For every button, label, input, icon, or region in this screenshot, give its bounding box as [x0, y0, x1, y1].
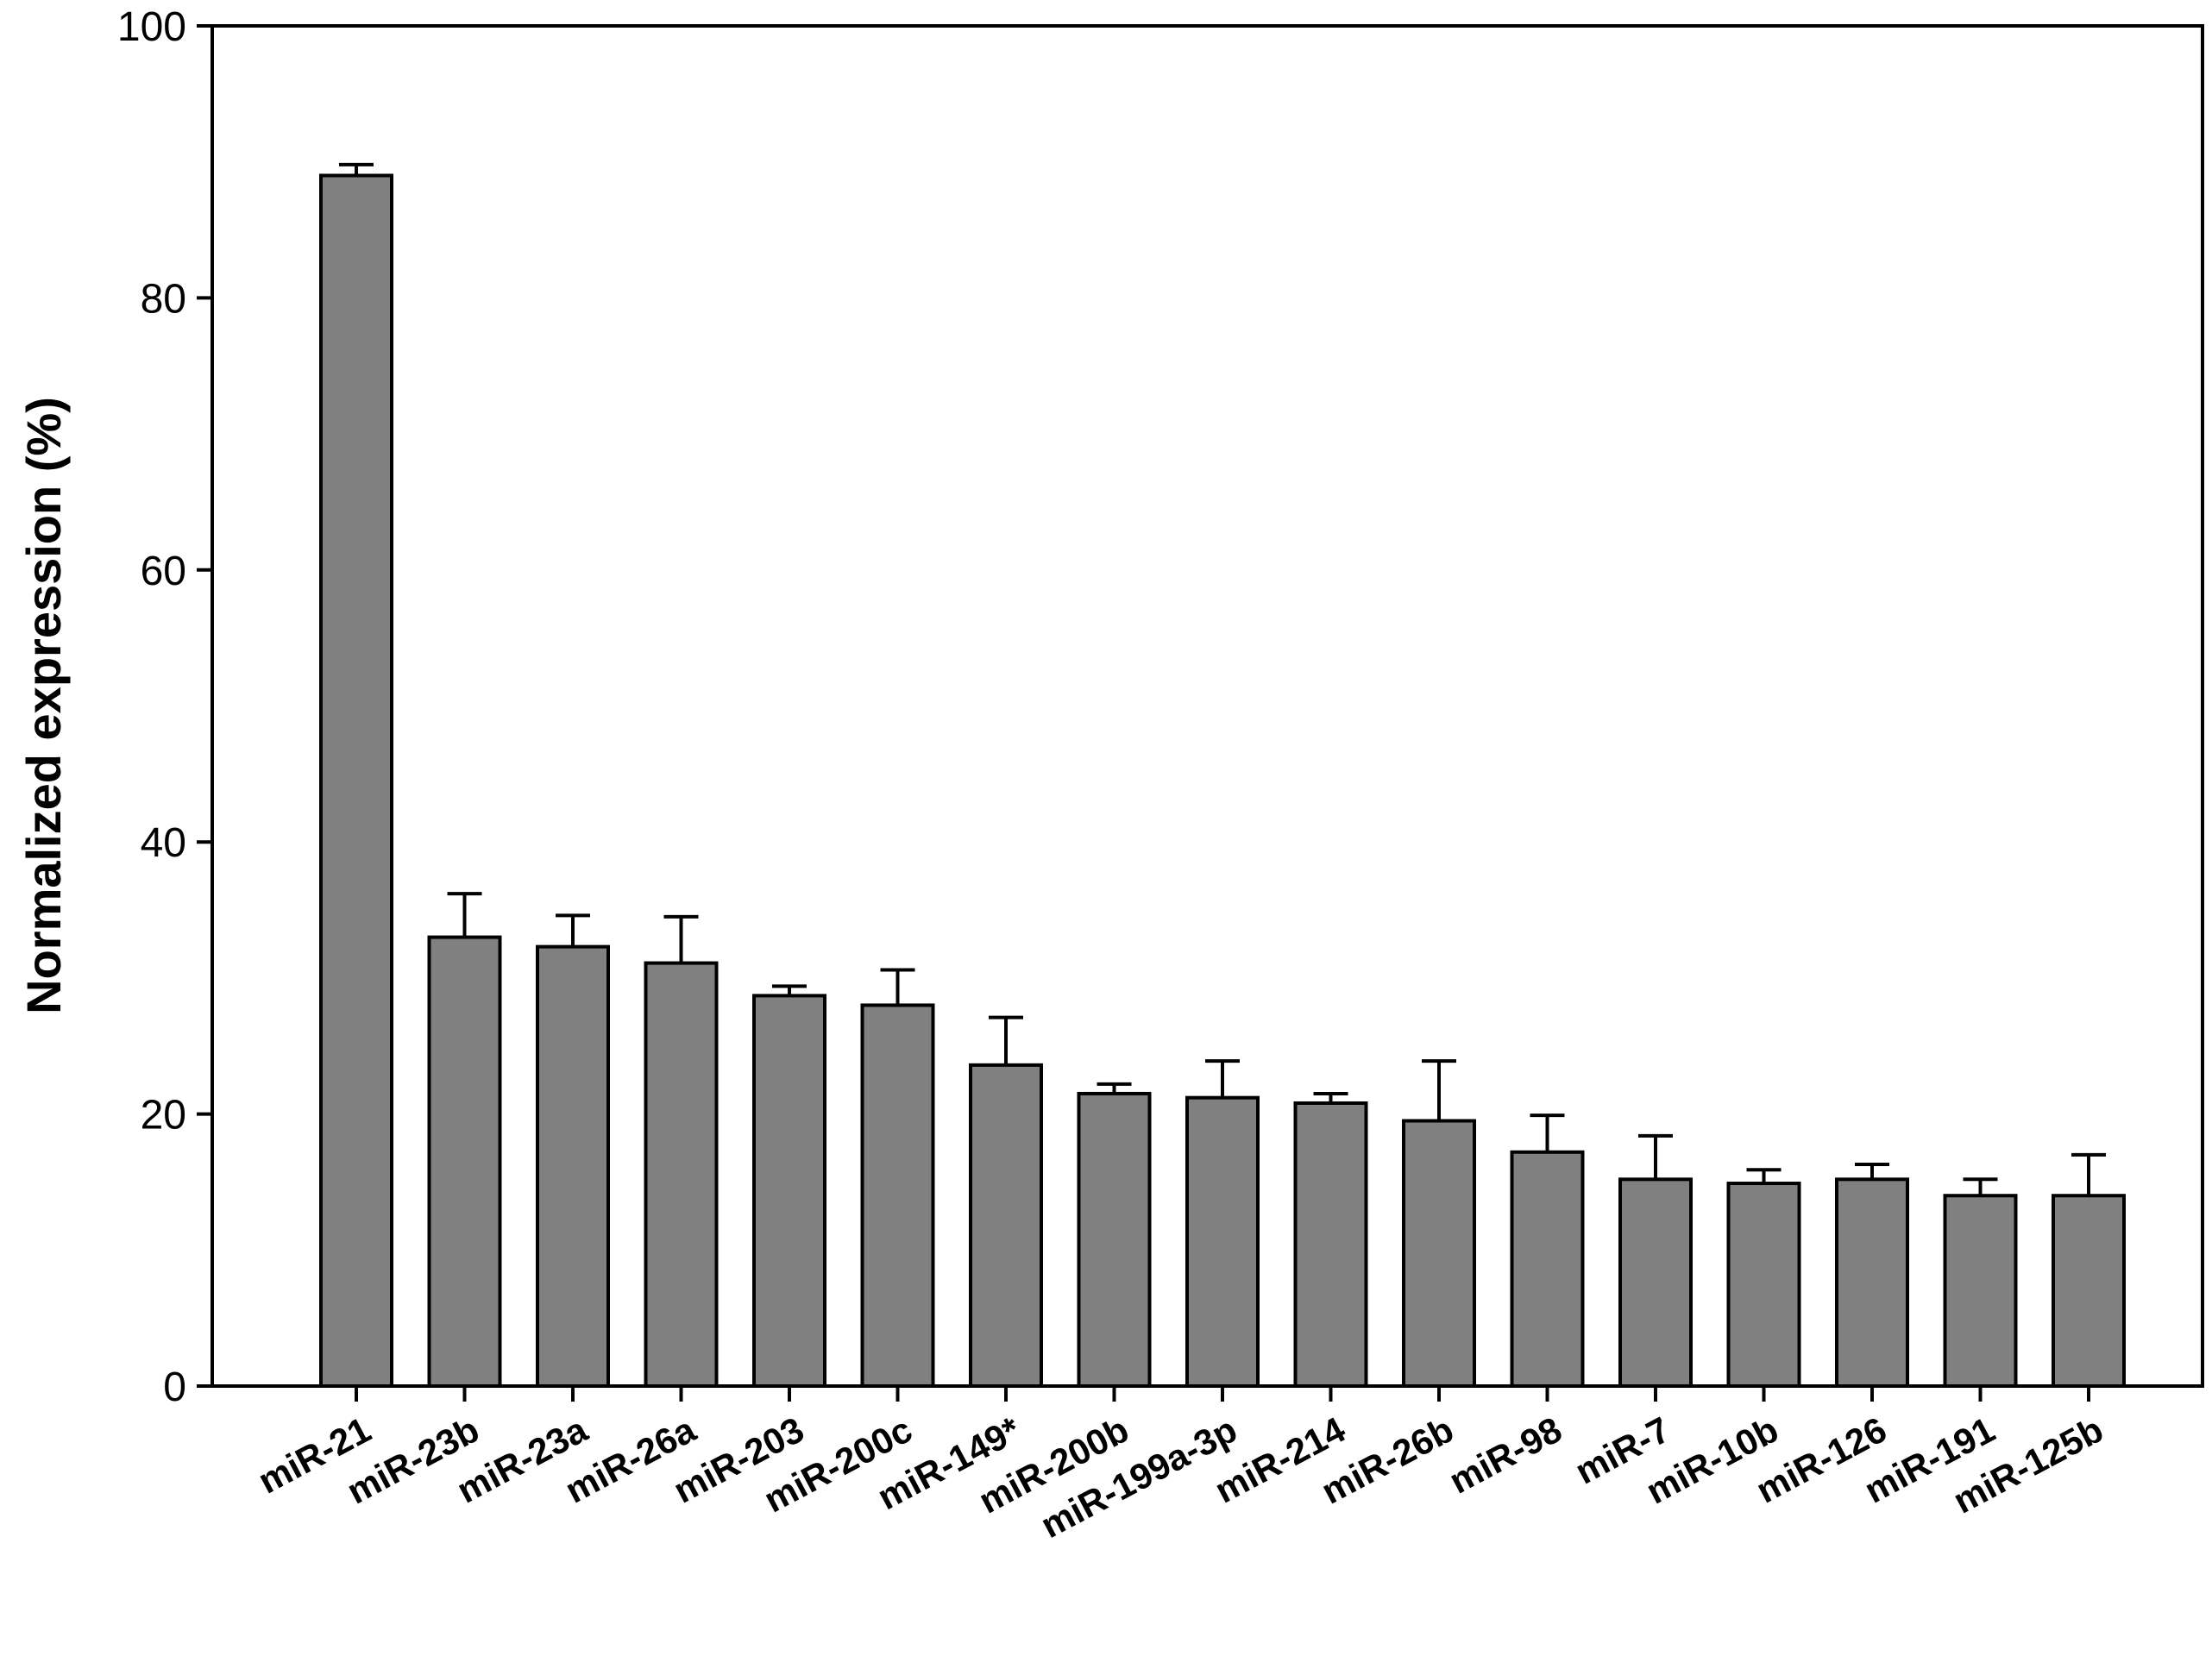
bar: [1943, 1194, 2018, 1388]
bar: [319, 173, 393, 1389]
bar: [1726, 1182, 1801, 1388]
bar: [860, 1003, 935, 1388]
bar: [1293, 1101, 1368, 1388]
bar: [1077, 1091, 1152, 1388]
y-tick-label: 0: [163, 1364, 186, 1410]
x-tick-label: miR-98: [1442, 1408, 1568, 1501]
y-tick-label: 80: [141, 276, 186, 322]
bar: [2052, 1194, 2126, 1388]
bar: [969, 1063, 1043, 1388]
y-axis-title: Normalized expression (%): [16, 397, 71, 1014]
y-tick-label: 60: [141, 549, 186, 594]
y-tick-label: 20: [141, 1093, 186, 1139]
y-tick-label: 40: [141, 820, 186, 866]
bar: [644, 961, 719, 1388]
y-tick-label: 100: [117, 4, 186, 50]
bar: [427, 935, 502, 1388]
bar: [752, 994, 826, 1388]
bar: [1402, 1119, 1476, 1388]
bar: [1618, 1177, 1693, 1389]
bar: [1510, 1150, 1585, 1388]
bar: [536, 944, 610, 1389]
bar: [1835, 1177, 1909, 1389]
bar: [1185, 1095, 1260, 1389]
